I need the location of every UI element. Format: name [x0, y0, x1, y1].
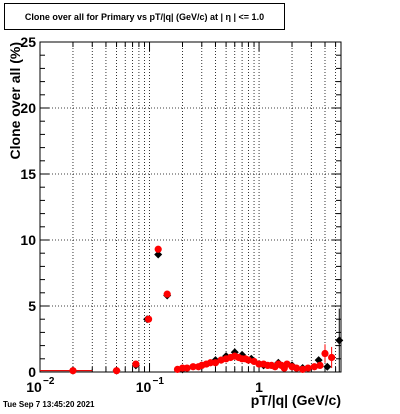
data-point-series-1 — [132, 360, 140, 368]
timestamp: Tue Sep 7 13:45:20 2021 — [3, 400, 95, 409]
x-axis-label: pT/|q| (GeV/c) — [251, 392, 341, 408]
data-point-series-1 — [304, 364, 312, 372]
x-tick-label: 1 — [255, 379, 263, 395]
x-tick-exponent: −1 — [153, 376, 165, 387]
chart-title: Clone over all for Primary vs pT/|q| (Ge… — [4, 3, 285, 30]
data-point-series-0 — [154, 250, 163, 259]
data-point-series-1 — [321, 349, 329, 358]
y-tick-label: 20 — [20, 100, 36, 116]
y-axis-label: Clone over all (%) — [7, 42, 23, 159]
data-marks — [40, 245, 344, 375]
data-point-series-1 — [299, 365, 307, 373]
data-point-series-1 — [189, 363, 197, 371]
plot-frame — [39, 41, 342, 373]
data-point-series-1 — [206, 359, 215, 367]
y-tick-label: 25 — [20, 34, 36, 50]
data-point-series-1 — [328, 353, 336, 362]
data-point-series-1 — [244, 356, 253, 364]
grid-lines — [39, 42, 341, 372]
x-tick-label: 10 — [136, 379, 152, 395]
data-point-series-0 — [323, 362, 332, 371]
data-point-series-1 — [69, 367, 77, 375]
data-point-series-1 — [211, 359, 220, 367]
data-point-series-1 — [183, 364, 191, 372]
data-point-series-1 — [163, 290, 171, 298]
data-point-series-1 — [316, 361, 324, 369]
data-point-series-1 — [154, 245, 162, 253]
data-point-series-1 — [144, 315, 153, 323]
y-tick-label: 0 — [28, 364, 36, 380]
axes — [39, 41, 342, 373]
x-tick-label: 10 — [26, 379, 42, 395]
x-tick-exponent: −2 — [43, 376, 55, 387]
data-point-series-1 — [310, 363, 318, 371]
y-tick-label: 5 — [28, 298, 36, 314]
y-tick-label: 15 — [20, 166, 36, 182]
data-point-series-1 — [292, 364, 301, 372]
y-tick-label: 10 — [20, 232, 36, 248]
data-point-series-0 — [335, 336, 344, 345]
ticks — [39, 41, 341, 373]
data-point-series-1 — [112, 367, 121, 375]
